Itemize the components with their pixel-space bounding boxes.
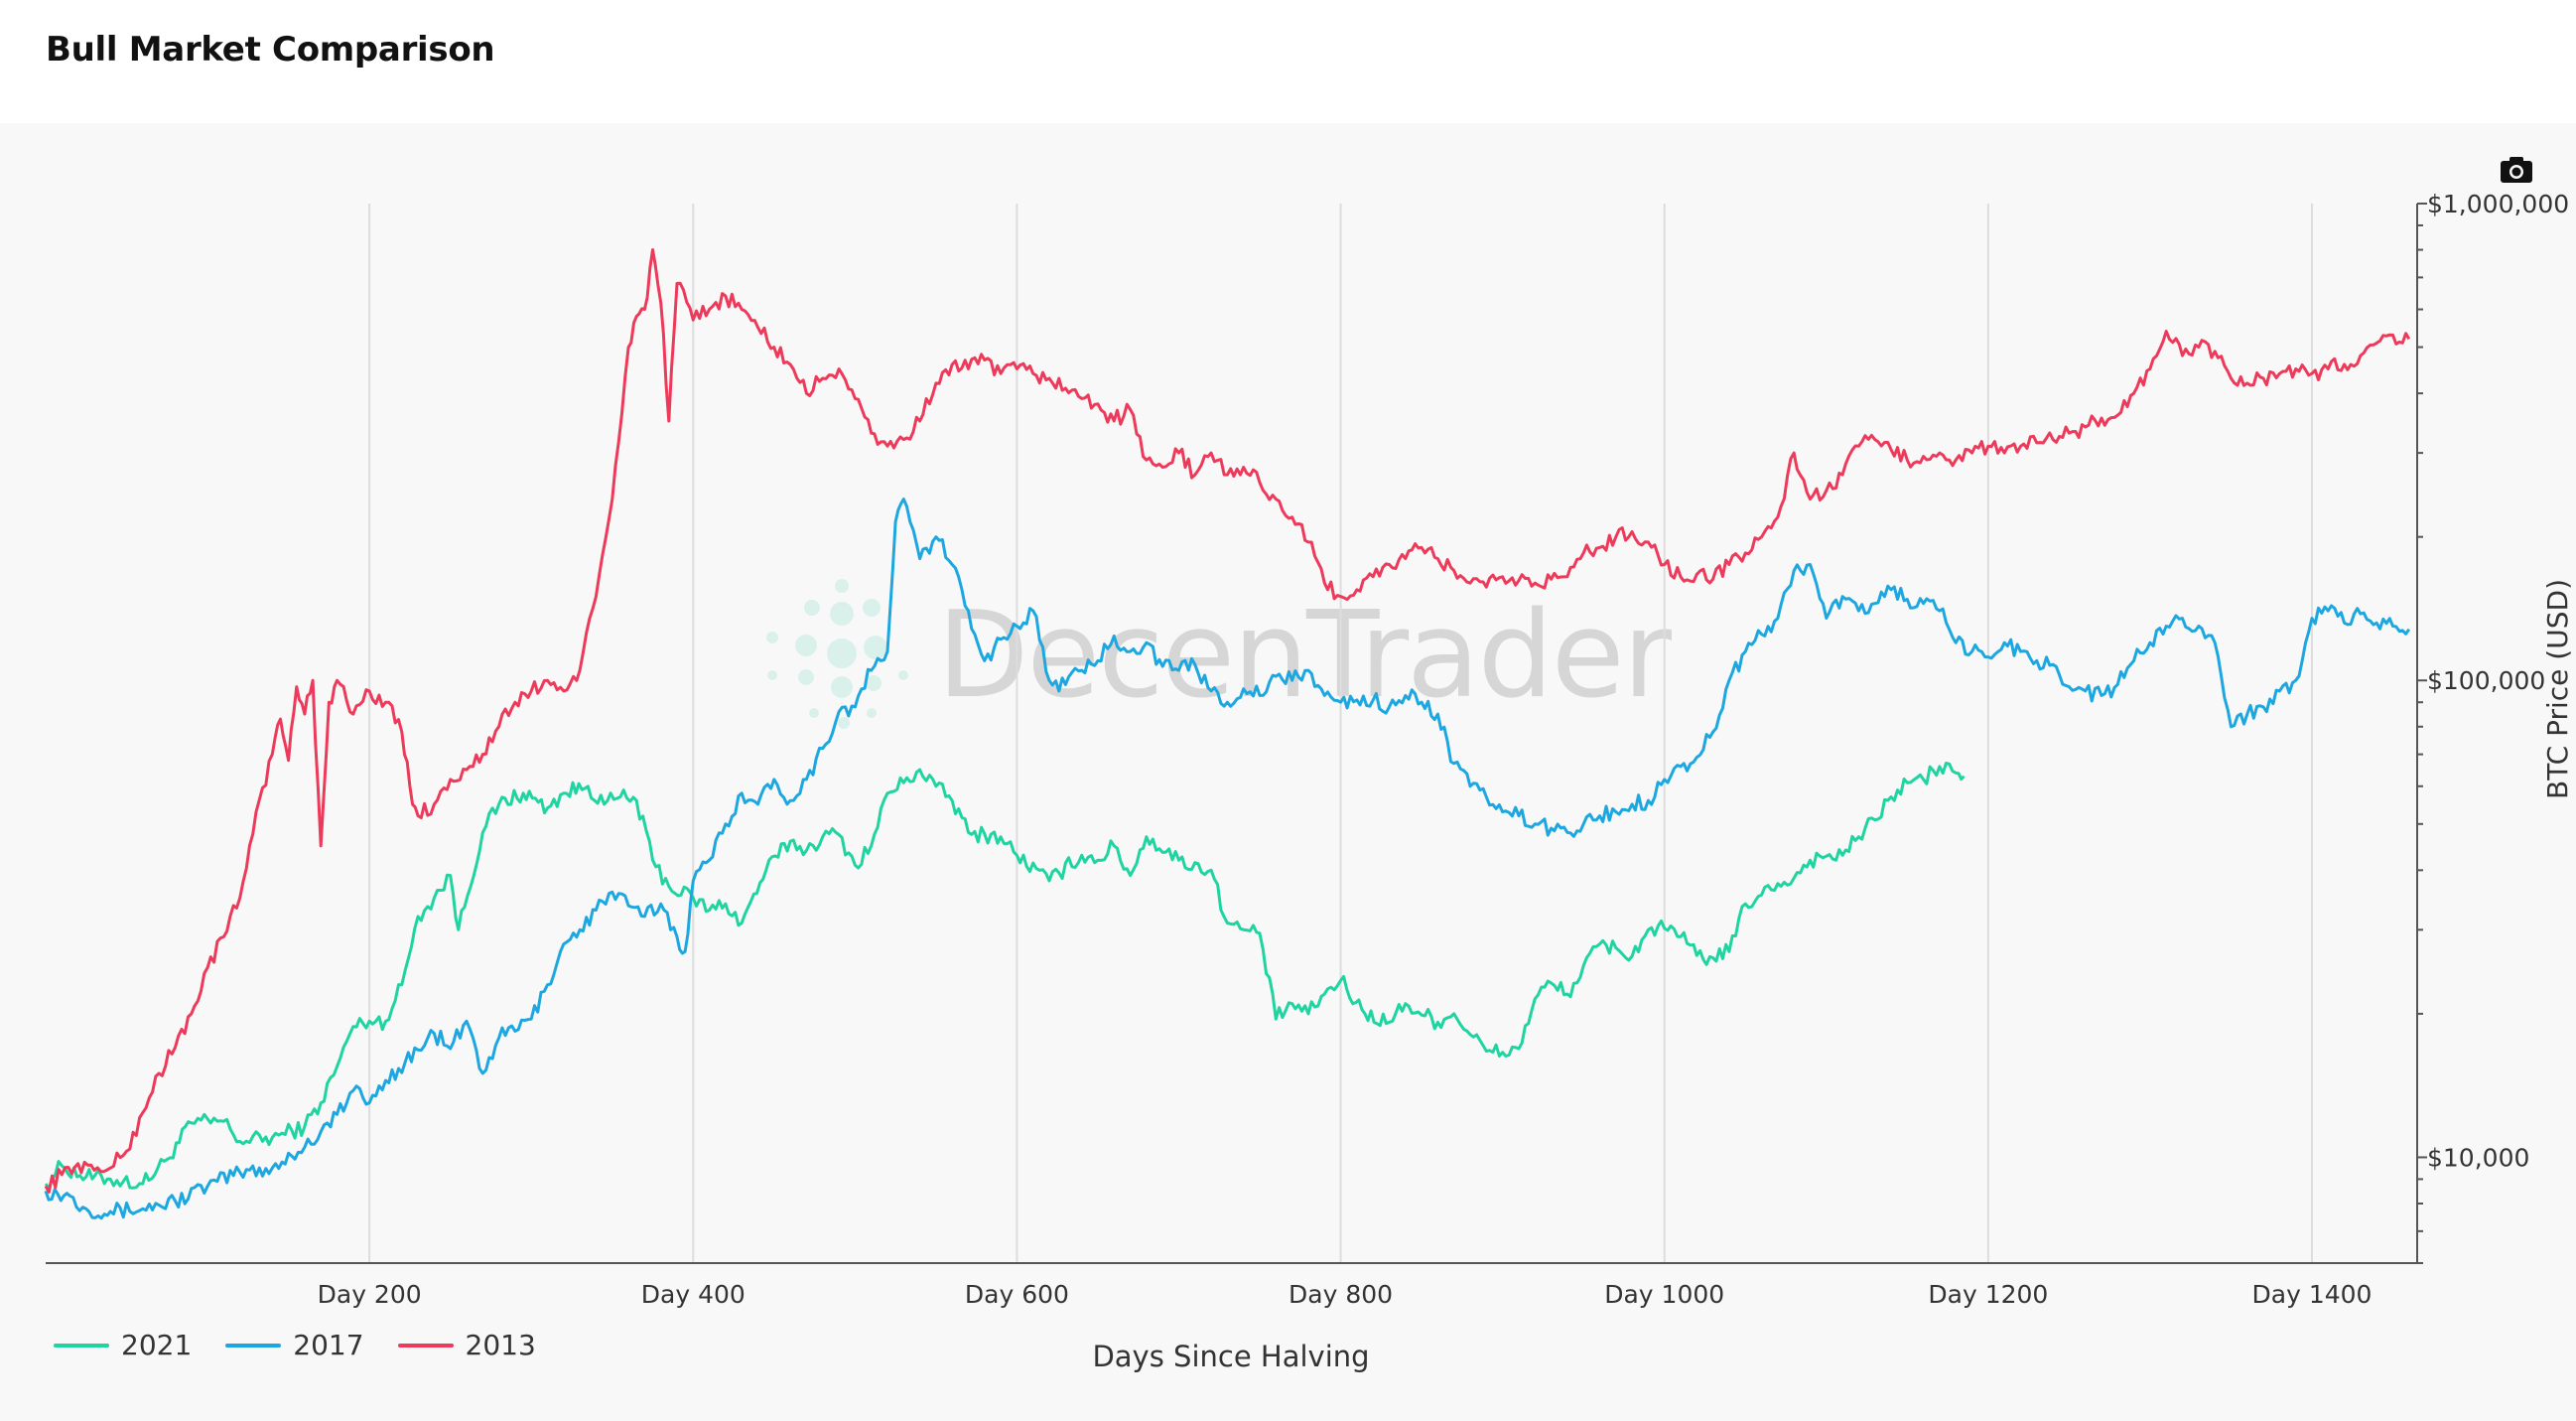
legend: 2021 2017 2013 xyxy=(54,1329,536,1361)
axes: Day 200 Day 400 Day 600 Day 800 Day 1000 Day … xyxy=(46,190,2569,1309)
page-title: Bull Market Comparison xyxy=(46,30,495,70)
legend-item-2021[interactable]: 2021 xyxy=(54,1329,192,1361)
x-axis-label: Days Since Halving xyxy=(1092,1340,1369,1373)
chart-panel xyxy=(0,123,2576,1421)
legend-swatch xyxy=(397,1343,454,1348)
legend-label: 2017 xyxy=(293,1329,364,1361)
x-tick-label: Day 1200 xyxy=(1928,1280,2048,1309)
series-line-2021 xyxy=(44,762,1966,1191)
y-tick-label: $10,000 xyxy=(2427,1143,2529,1172)
y-tick-label: $100,000 xyxy=(2427,666,2545,695)
legend-label: 2013 xyxy=(465,1329,536,1361)
legend-item-2013[interactable]: 2013 xyxy=(397,1329,536,1361)
x-tick-label: Day 800 xyxy=(1288,1280,1393,1309)
x-tick-label: Day 400 xyxy=(641,1280,746,1309)
x-tick-label: Day 1400 xyxy=(2252,1280,2373,1309)
y-tick-label: $1,000,000 xyxy=(2427,190,2569,218)
legend-label: 2021 xyxy=(121,1329,193,1361)
series-line-2017 xyxy=(44,497,2411,1220)
legend-item-2017[interactable]: 2017 xyxy=(225,1329,364,1361)
x-tick-label: Day 1000 xyxy=(1604,1280,1724,1309)
grid-lines xyxy=(368,204,2314,1263)
camera-icon[interactable] xyxy=(2500,155,2533,185)
x-tick-label: Day 200 xyxy=(318,1280,422,1309)
series-line-2013 xyxy=(44,248,2411,1194)
legend-swatch xyxy=(54,1343,109,1348)
x-tick-label: Day 600 xyxy=(965,1280,1069,1309)
legend-swatch xyxy=(225,1343,282,1348)
series-lines xyxy=(44,248,2411,1220)
y-axis-label: BTC Price (USD) xyxy=(2541,579,2574,799)
header-bar: Bull Market Comparison xyxy=(0,0,2576,123)
